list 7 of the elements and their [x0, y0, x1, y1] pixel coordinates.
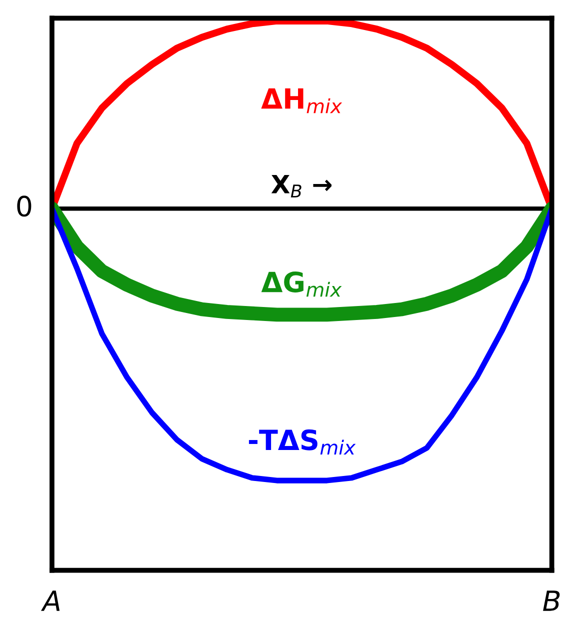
x-tick-label: B	[543, 590, 560, 611]
x-tick-label: A	[40, 590, 60, 611]
text: ΔH$_{mix}$	[261, 88, 342, 114]
series-label: -TΔS$_{mix}$	[248, 429, 356, 455]
annotation: 0	[17, 196, 32, 217]
x-axis-title: X$_{B}$ →	[271, 175, 332, 198]
series-label: ΔG$_{mix}$	[261, 271, 342, 297]
